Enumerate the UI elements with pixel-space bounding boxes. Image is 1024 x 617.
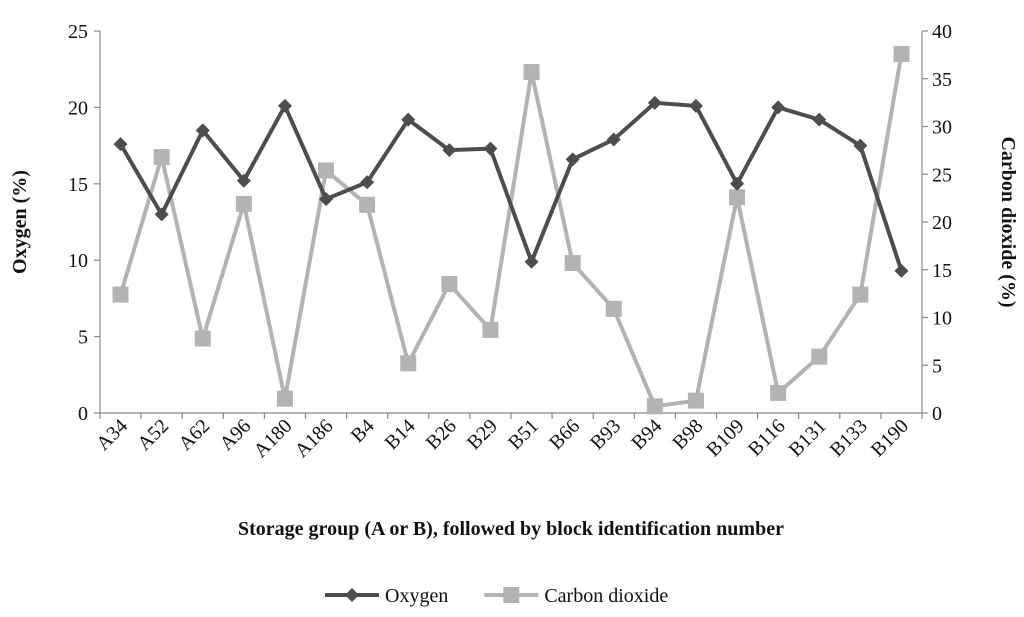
- x-tick-label: B51: [504, 415, 543, 454]
- x-tick-label: B116: [744, 415, 790, 461]
- legend: Oxygen Carbon dioxide: [325, 585, 668, 607]
- data-point-carbon-dioxide: [112, 286, 129, 303]
- x-tick-label: B94: [627, 415, 666, 454]
- data-point-carbon-dioxide: [359, 196, 376, 213]
- x-axis-title: Storage group (A or B), followed by bloc…: [238, 518, 784, 540]
- data-point-oxygen: [853, 138, 868, 153]
- data-point-oxygen: [154, 207, 169, 222]
- y-tick-label-right: 15: [932, 260, 952, 282]
- y-tick-label-left: 20: [68, 97, 88, 119]
- data-point-oxygen: [894, 263, 909, 278]
- series-line-oxygen: [118, 100, 904, 272]
- data-point-carbon-dioxide: [811, 348, 828, 365]
- data-point-carbon-dioxide: [564, 255, 581, 272]
- x-tick-label: B14: [381, 415, 420, 454]
- data-point-carbon-dioxide: [153, 149, 170, 166]
- y-tick-label-left: 10: [68, 250, 88, 272]
- data-point-carbon-dioxide: [893, 45, 910, 62]
- data-point-carbon-dioxide: [194, 330, 211, 347]
- y-tick-label-right: 40: [932, 21, 952, 43]
- x-tick-label: A186: [291, 415, 338, 462]
- data-point-oxygen: [360, 175, 375, 190]
- data-point-oxygen: [195, 123, 210, 138]
- data-point-carbon-dioxide: [482, 321, 499, 338]
- x-tick-label: B133: [826, 415, 872, 461]
- x-tick-label: A180: [249, 415, 296, 462]
- data-point-carbon-dioxide: [770, 384, 787, 401]
- data-point-carbon-dioxide: [605, 300, 622, 317]
- data-point-oxygen: [647, 95, 662, 110]
- y-tick-label-right: 30: [932, 117, 952, 139]
- x-tick-label: B190: [867, 415, 913, 461]
- data-point-oxygen: [401, 112, 416, 127]
- data-point-oxygen: [277, 98, 292, 113]
- legend-marker-diamond: [345, 588, 359, 602]
- labels: Oxygen (%) Carbon dioxide (%) Storage gr…: [9, 136, 1019, 540]
- y-tick-label-right: 20: [932, 212, 952, 234]
- x-tick-label: B98: [668, 415, 707, 454]
- data-point-carbon-dioxide: [441, 276, 458, 293]
- y-tick-label-left: 15: [68, 174, 88, 196]
- data-point-carbon-dioxide: [400, 355, 417, 372]
- data-point-oxygen: [771, 100, 786, 115]
- series-layer: [112, 45, 910, 415]
- data-point-oxygen: [442, 143, 457, 158]
- data-point-oxygen: [565, 152, 580, 167]
- legend-label: Oxygen: [385, 585, 448, 607]
- data-point-oxygen: [688, 98, 703, 113]
- data-point-oxygen: [236, 173, 251, 188]
- data-point-oxygen: [483, 141, 498, 156]
- y-tick-label-right: 0: [932, 403, 942, 425]
- y-tick-label-right: 5: [932, 355, 942, 377]
- x-tick-label: B109: [702, 415, 748, 461]
- data-point-carbon-dioxide: [852, 286, 869, 303]
- data-point-oxygen: [524, 254, 539, 269]
- data-point-oxygen: [319, 192, 334, 207]
- x-tick-label: B29: [463, 415, 502, 454]
- data-point-carbon-dioxide: [235, 195, 252, 212]
- x-tick-label: A62: [174, 415, 214, 455]
- data-point-oxygen: [113, 137, 128, 152]
- x-tick-label: A34: [92, 415, 132, 455]
- y-tick-label-right: 10: [932, 308, 952, 330]
- x-tick-label: B131: [785, 415, 831, 461]
- data-point-oxygen: [730, 176, 745, 191]
- y-tick-label-right: 35: [932, 69, 952, 91]
- data-point-oxygen: [606, 132, 621, 147]
- x-tick-label: B26: [422, 415, 461, 454]
- data-point-carbon-dioxide: [276, 390, 293, 407]
- x-tick-label: B4: [347, 415, 379, 447]
- x-tick-label: A52: [133, 415, 173, 455]
- y-axis-title-left: Oxygen (%): [9, 170, 31, 274]
- data-point-oxygen: [812, 112, 827, 127]
- y-tick-label-left: 25: [68, 21, 88, 43]
- data-point-carbon-dioxide: [523, 64, 540, 81]
- y-tick-label-right: 25: [932, 164, 952, 186]
- x-tick-label: A96: [215, 415, 255, 455]
- data-point-carbon-dioxide: [687, 392, 704, 409]
- data-point-carbon-dioxide: [646, 398, 663, 415]
- y-axis-title-right: Carbon dioxide (%): [997, 136, 1019, 307]
- y-tick-label-left: 0: [78, 403, 88, 425]
- x-tick-label: B93: [586, 415, 625, 454]
- data-point-carbon-dioxide: [318, 162, 335, 179]
- legend-marker-square: [503, 587, 520, 603]
- y-tick-label-left: 5: [78, 327, 88, 349]
- x-tick-label: B66: [545, 415, 584, 454]
- data-point-carbon-dioxide: [729, 189, 746, 206]
- legend-label: Carbon dioxide: [544, 585, 668, 607]
